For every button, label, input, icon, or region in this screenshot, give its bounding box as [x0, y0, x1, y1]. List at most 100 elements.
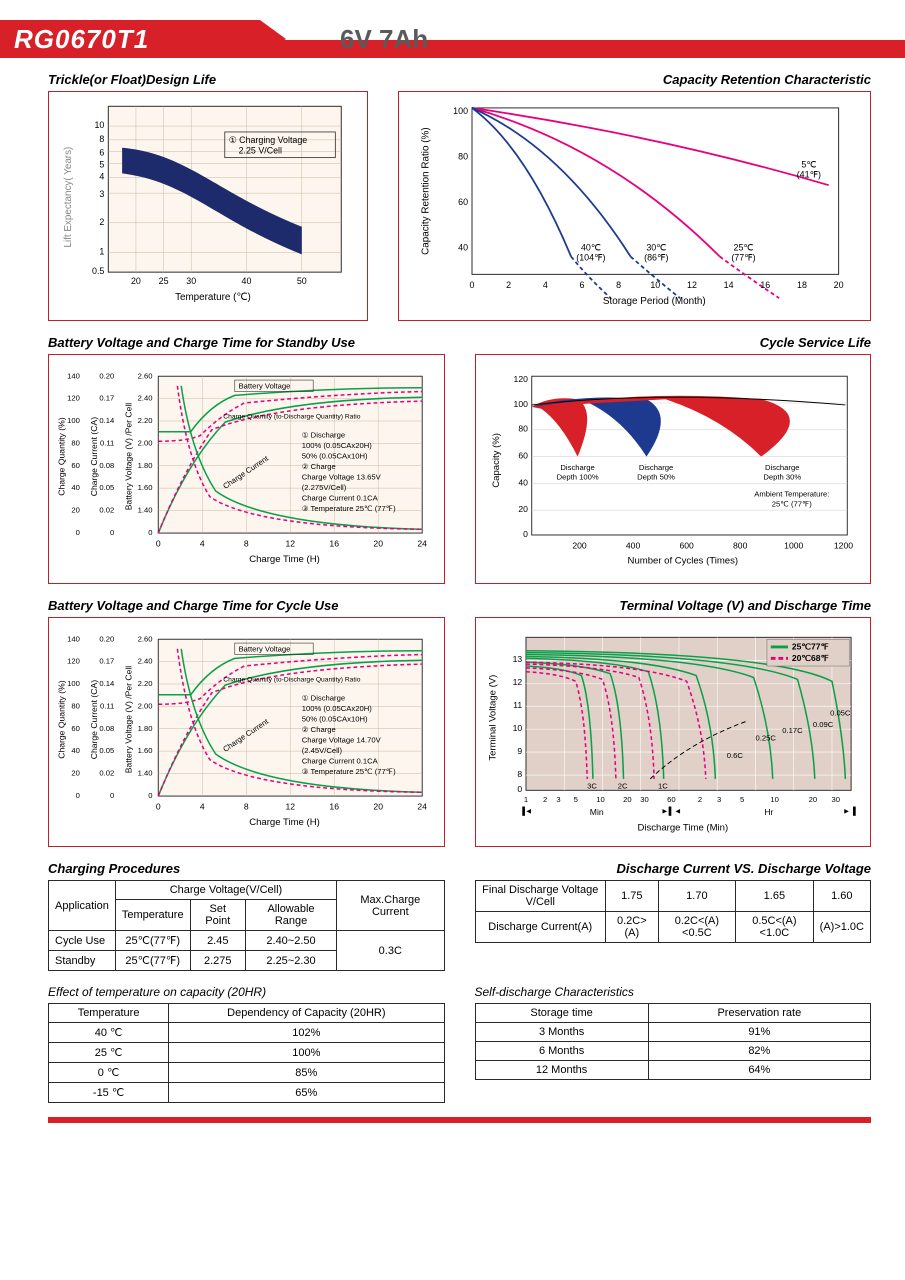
cell: Discharge Current(A) [475, 912, 606, 943]
svg-text:0: 0 [110, 791, 114, 800]
svg-text:0: 0 [110, 528, 114, 537]
chart2-svg: 40℃(104℉) 30℃(86℉) 25℃(77℉) 5℃(41℉) 1008… [405, 98, 864, 314]
svg-text:(86℉): (86℉) [644, 252, 668, 262]
svg-text:1: 1 [99, 246, 104, 256]
svg-text:Discharge: Discharge [638, 463, 672, 472]
svg-text:400: 400 [625, 540, 640, 550]
svg-text:8: 8 [99, 134, 104, 144]
svg-text:Depth 50%: Depth 50% [637, 473, 675, 482]
chart2-title: Capacity Retention Characteristic [398, 72, 871, 87]
svg-text:2C: 2C [617, 781, 627, 790]
svg-text:40: 40 [71, 483, 80, 492]
cell: 0.2C>(A) [606, 912, 659, 943]
svg-text:(41℉): (41℉) [797, 169, 821, 179]
svg-text:Capacity Retention Ratio (%): Capacity Retention Ratio (%) [420, 127, 431, 255]
cell: 1.75 [606, 881, 659, 912]
svg-text:2.40: 2.40 [138, 657, 153, 666]
svg-text:2.00: 2.00 [138, 438, 153, 447]
cell: Standby [49, 951, 116, 971]
svg-text:1.40: 1.40 [138, 769, 153, 778]
svg-text:0.17: 0.17 [99, 657, 114, 666]
svg-text:2: 2 [697, 795, 701, 804]
svg-text:100% (0.05CAx20H): 100% (0.05CAx20H) [302, 441, 373, 450]
cell: 102% [169, 1023, 444, 1043]
svg-text:100: 100 [453, 106, 468, 116]
svg-text:Charge Current 0.1CA: Charge Current 0.1CA [302, 757, 379, 766]
svg-text:0: 0 [517, 784, 522, 794]
svg-text:40: 40 [242, 276, 252, 286]
svg-text:Charge Quantity (%): Charge Quantity (%) [57, 680, 67, 758]
svg-text:1C: 1C [657, 781, 667, 790]
svg-text:60: 60 [71, 461, 80, 470]
svg-text:Charge Time (H): Charge Time (H) [249, 817, 320, 828]
cell: 2.25~2.30 [245, 951, 336, 971]
cell: 82% [648, 1042, 870, 1061]
cell: 0 ℃ [49, 1063, 169, 1083]
cell: 25℃(77℉) [115, 951, 190, 971]
svg-text:Charge Current 0.1CA: Charge Current 0.1CA [302, 494, 379, 503]
cell: 0.5C<(A)<1.0C [736, 912, 814, 943]
cell: 85% [169, 1063, 444, 1083]
svg-text:Battery Voltage (V) /Per Cell: Battery Voltage (V) /Per Cell [124, 666, 134, 774]
svg-text:0.17: 0.17 [99, 394, 114, 403]
battery-spec: 6V 7Ah [340, 24, 428, 55]
svg-text:Battery Voltage (V) /Per Cell: Battery Voltage (V) /Per Cell [124, 403, 134, 511]
svg-text:18: 18 [797, 280, 807, 290]
svg-text:Charge Voltage 14.70V: Charge Voltage 14.70V [302, 736, 382, 745]
svg-text:40: 40 [518, 477, 528, 487]
cell: 100% [169, 1043, 444, 1063]
svg-text:12: 12 [285, 801, 295, 811]
th-max: Max.Charge Current [337, 881, 444, 931]
svg-text:① Discharge: ① Discharge [302, 693, 345, 702]
svg-text:1.40: 1.40 [138, 506, 153, 515]
svg-text:2.60: 2.60 [138, 634, 153, 643]
svg-text:30℃: 30℃ [646, 243, 666, 253]
svg-text:8: 8 [517, 769, 522, 779]
th-cv: Charge Voltage(V/Cell) [115, 881, 336, 900]
svg-text:4: 4 [99, 171, 104, 181]
svg-text:9: 9 [517, 746, 522, 756]
svg-text:Capacity (%): Capacity (%) [491, 433, 502, 488]
svg-text:80: 80 [458, 151, 468, 161]
self-discharge-title: Self-discharge Characteristics [475, 985, 872, 999]
svg-text:40: 40 [71, 746, 80, 755]
row-1: Trickle(or Float)Design Life ① Chargin [48, 72, 871, 321]
cell: 65% [169, 1083, 444, 1103]
cell: 91% [648, 1023, 870, 1042]
svg-text:13: 13 [512, 654, 522, 664]
svg-text:0: 0 [156, 538, 161, 548]
cell: 12 Months [475, 1061, 648, 1080]
svg-text:Number of Cycles (Times): Number of Cycles (Times) [627, 556, 738, 567]
svg-text:60: 60 [71, 724, 80, 733]
svg-text:Charge Current (CA): Charge Current (CA) [89, 417, 99, 496]
svg-text:Ambient Temperature:: Ambient Temperature: [754, 490, 829, 499]
svg-text:0.11: 0.11 [100, 701, 114, 710]
svg-text:0.08: 0.08 [99, 461, 114, 470]
svg-text:50% (0.05CAx10H): 50% (0.05CAx10H) [302, 451, 368, 460]
cell: 25 ℃ [49, 1043, 169, 1063]
svg-text:20: 20 [834, 280, 844, 290]
temp-effect-table: TemperatureDependency of Capacity (20HR)… [48, 1003, 445, 1103]
chart3-box: Battery VoltageCharge Quantity (to-Disch… [48, 354, 445, 584]
svg-text:20: 20 [373, 801, 383, 811]
svg-text:40℃: 40℃ [581, 243, 601, 253]
chart1-box: ① Charging Voltage 2.25 V/Cell 0.5123456… [48, 91, 368, 321]
cell-max: 0.3C [337, 931, 444, 971]
svg-text:1.60: 1.60 [138, 746, 153, 755]
cell: 25℃(77℉) [115, 931, 190, 951]
chart5-section: Battery Voltage and Charge Time for Cycl… [48, 598, 445, 847]
chart1-section: Trickle(or Float)Design Life ① Chargin [48, 72, 368, 321]
svg-text:1000: 1000 [784, 540, 803, 550]
svg-text:8: 8 [616, 280, 621, 290]
cell: (A)>1.0C [813, 912, 870, 943]
svg-text:10: 10 [94, 120, 104, 130]
svg-text:③ Temperature 25℃ (77℉): ③ Temperature 25℃ (77℉) [302, 504, 396, 513]
charging-title: Charging Procedures [48, 861, 445, 876]
chart4-box: DischargeDepth 100% DischargeDepth 50% D… [475, 354, 872, 584]
svg-text:60: 60 [667, 795, 676, 804]
svg-text:200: 200 [572, 540, 587, 550]
svg-text:0.05: 0.05 [99, 746, 114, 755]
th: Temperature [49, 1004, 169, 1023]
svg-text:30: 30 [186, 276, 196, 286]
svg-text:120: 120 [67, 394, 80, 403]
